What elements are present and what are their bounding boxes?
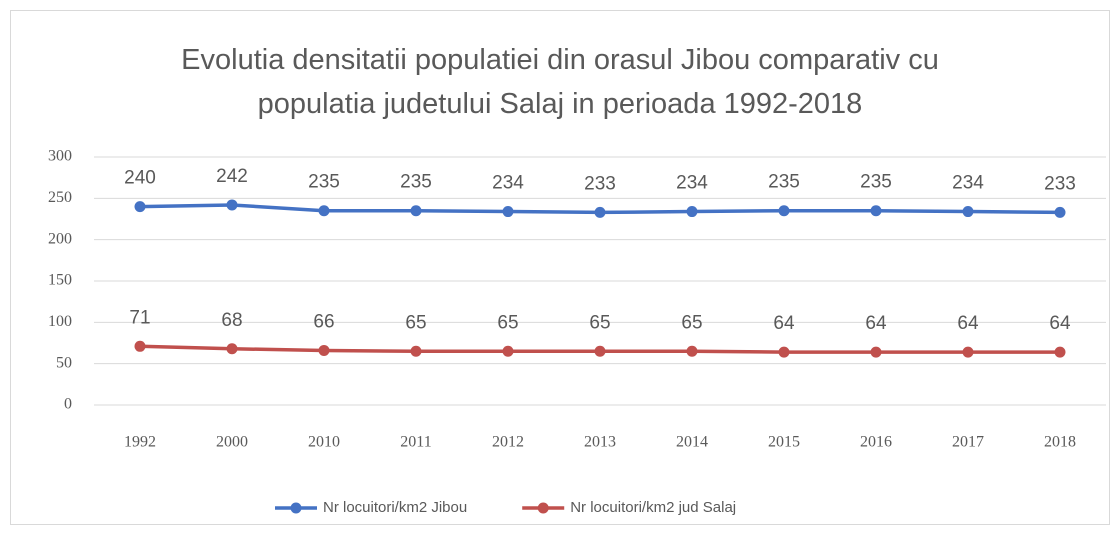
data-label: 234 [492, 173, 524, 194]
point [870, 346, 882, 358]
x-tick-label: 2012 [492, 434, 524, 451]
point [226, 199, 238, 211]
point [778, 205, 790, 217]
x-tick-label: 2016 [860, 434, 892, 451]
data-label: 68 [221, 310, 242, 331]
legend-label: Nr locuitori/km2 Jibou [323, 499, 467, 516]
chart-frame [10, 10, 1110, 525]
point [594, 345, 606, 357]
point [686, 206, 698, 218]
point [502, 345, 514, 357]
data-label: 64 [957, 313, 979, 334]
data-label: 64 [865, 313, 887, 334]
point [410, 205, 422, 217]
point [226, 343, 238, 355]
x-tick-label: 2010 [308, 434, 340, 451]
point [1054, 206, 1066, 218]
x-tick-label: 2015 [768, 434, 800, 451]
y-tick-label: 50 [56, 354, 72, 371]
x-tick-label: 2017 [952, 434, 984, 451]
data-label: 240 [124, 168, 156, 189]
y-tick-label: 150 [48, 272, 72, 289]
data-label: 64 [1049, 313, 1071, 334]
data-label: 64 [773, 313, 795, 334]
data-label: 235 [768, 172, 800, 193]
point [778, 346, 790, 358]
legend-marker [537, 502, 549, 514]
x-tick-label: 2014 [676, 434, 708, 451]
point [410, 345, 422, 357]
x-tick-label: 2018 [1044, 434, 1076, 451]
point [134, 201, 146, 213]
data-label: 235 [400, 172, 432, 193]
data-label: 235 [860, 172, 892, 193]
point [1054, 346, 1066, 358]
x-tick-label: 2000 [216, 434, 248, 451]
point [318, 344, 330, 356]
point [134, 340, 146, 352]
data-label: 65 [589, 312, 610, 333]
chart-title: Evolutia densitatii populatiei din orasu… [181, 44, 939, 120]
y-tick-label: 250 [48, 189, 72, 206]
x-tick-label: 2013 [584, 434, 616, 451]
point [962, 206, 974, 218]
data-label: 234 [952, 173, 984, 194]
data-label: 65 [497, 312, 518, 333]
point [686, 345, 698, 357]
x-tick-label: 1992 [124, 434, 156, 451]
data-label: 71 [129, 307, 150, 328]
point [962, 346, 974, 358]
x-tick-label: 2011 [400, 434, 431, 451]
y-tick-label: 100 [48, 313, 72, 330]
point [870, 205, 882, 217]
data-label: 235 [308, 172, 340, 193]
y-tick-label: 0 [64, 396, 72, 413]
data-label: 66 [313, 311, 334, 332]
point [502, 206, 514, 218]
data-label: 234 [676, 173, 708, 194]
data-label: 242 [216, 166, 248, 187]
point [594, 206, 606, 218]
y-tick-label: 300 [48, 148, 72, 165]
data-label: 65 [405, 312, 426, 333]
data-label: 65 [681, 312, 702, 333]
data-label: 233 [584, 173, 616, 194]
data-label: 233 [1044, 173, 1076, 194]
y-tick-label: 200 [48, 230, 72, 247]
point [318, 205, 330, 217]
legend-label: Nr locuitori/km2 jud Salaj [570, 499, 736, 516]
legend-marker [290, 502, 302, 514]
